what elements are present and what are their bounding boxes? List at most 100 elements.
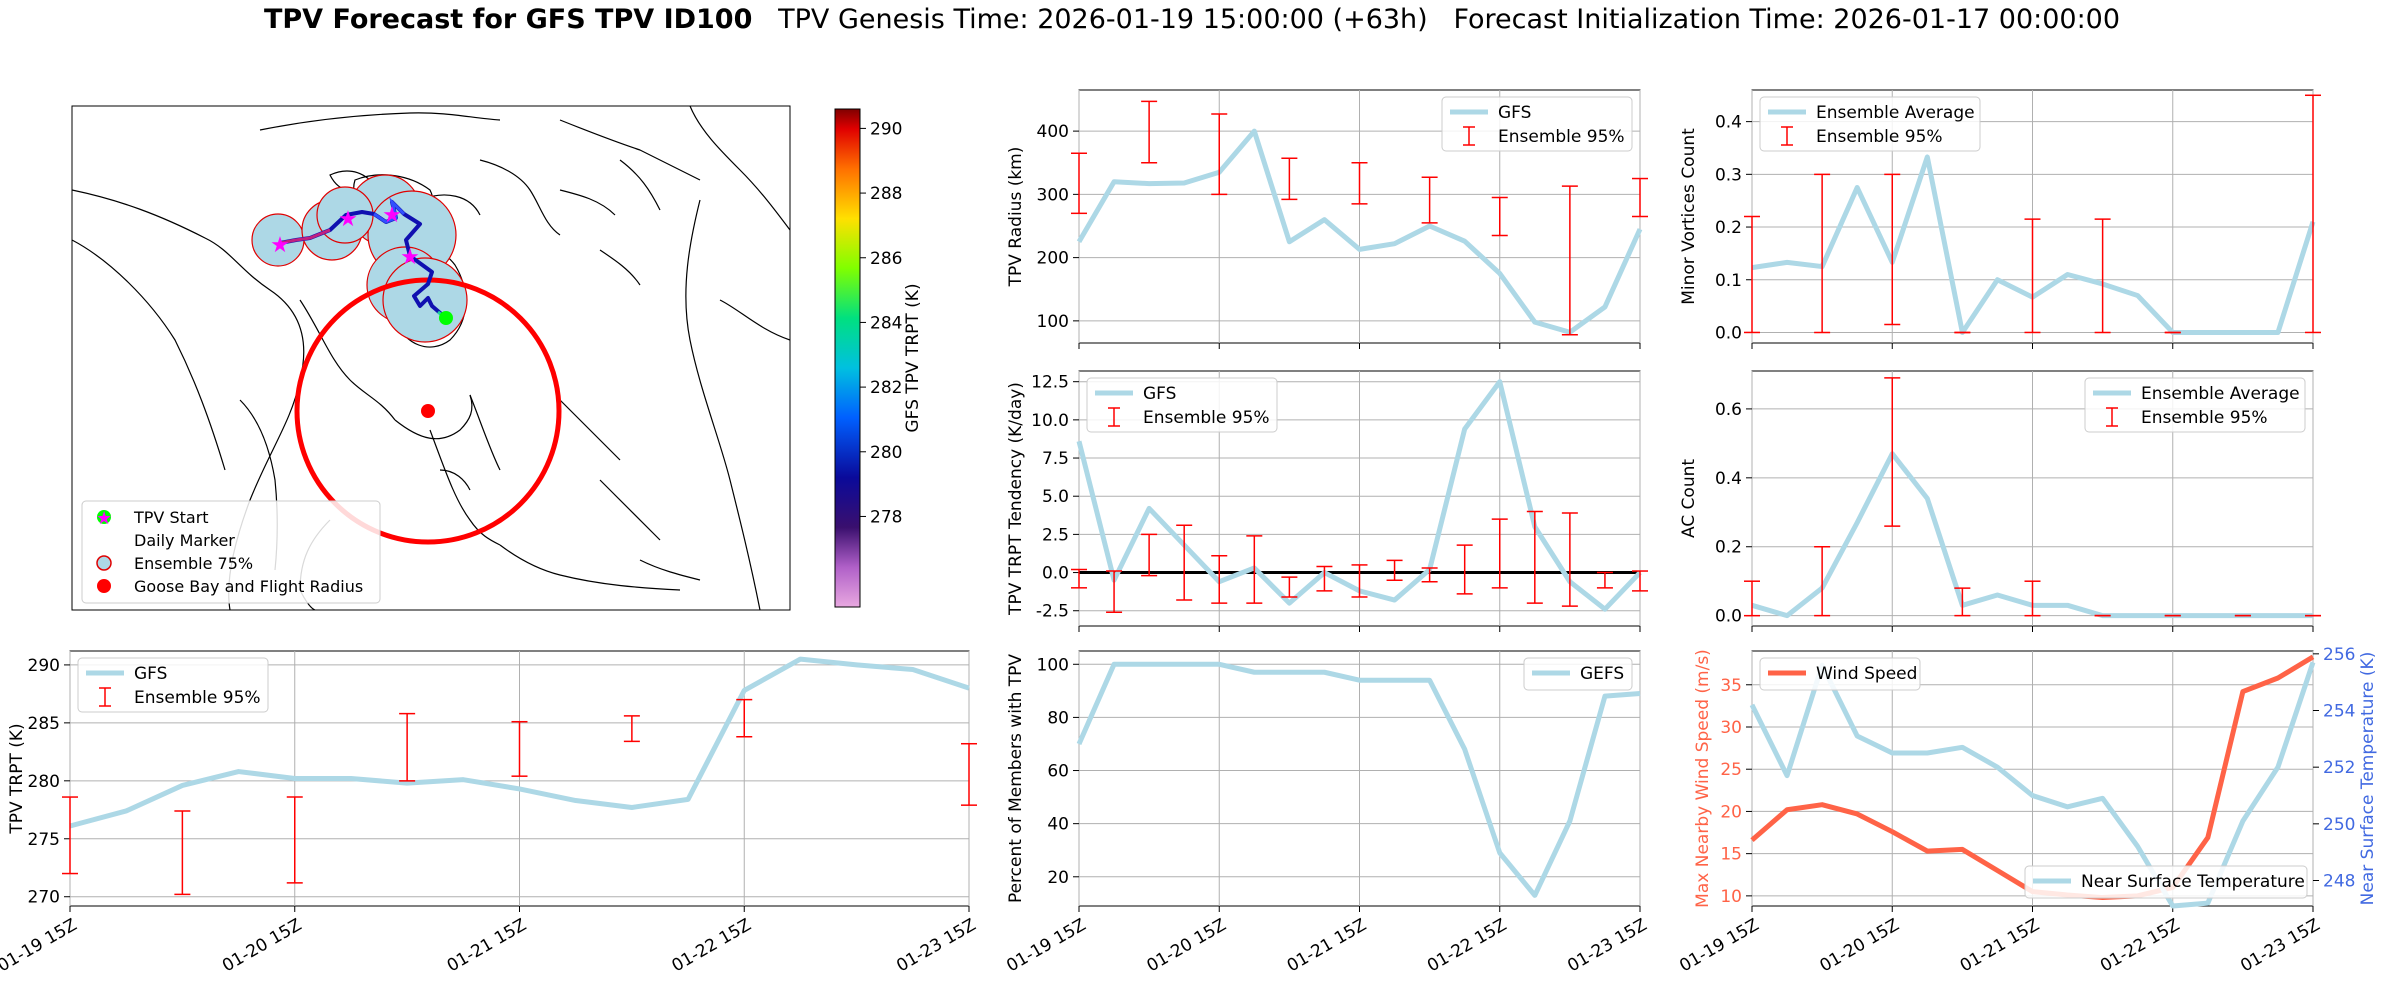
track-end-segment xyxy=(279,228,331,245)
y-tick-label: 0.0 xyxy=(1042,564,1069,584)
title-genesis: TPV Genesis Time: 2026-01-19 15:00:00 (+… xyxy=(778,4,1428,35)
y-tick-label: 0.4 xyxy=(1715,113,1742,133)
legend-ensemble-75: Ensemble 75% xyxy=(134,554,253,573)
y-tick-label: 15 xyxy=(1720,845,1742,865)
chart-trpt: 270 275 280 285 290 TPV TRPT (K) 01-19 15Z 01-2… xyxy=(0,650,980,976)
y-tick-label: 275 xyxy=(28,830,60,850)
y-axis-label: TPV TRPT Tendency (K/day) xyxy=(1006,382,1026,616)
daily-marker: ★ xyxy=(338,207,358,232)
colorbar-label: GFS TPV TRPT (K) xyxy=(903,283,923,432)
series-line xyxy=(1076,128,1643,335)
chart-legend: GFS Ensemble 95% xyxy=(77,657,269,713)
y-tick-label: 10 xyxy=(1720,887,1742,907)
title-bold: TPV Forecast for GFS TPV ID100 xyxy=(263,4,753,35)
colorbar: 278 280 282 284 286 288 290 GFS TPV TRPT (K) xyxy=(834,108,923,608)
y-tick-label: 40 xyxy=(1047,815,1069,835)
x-tick-label: 01-20 15Z xyxy=(1816,915,1902,976)
legend-series-name: GFS xyxy=(1498,103,1531,123)
y-tick-label: 0.6 xyxy=(1715,400,1742,420)
legend-goose-bay: Goose Bay and Flight Radius xyxy=(134,577,363,596)
daily-markers: ★ ★ ★ ★ xyxy=(270,203,420,270)
y-tick-label: 20 xyxy=(1720,802,1742,822)
chart-legend: GFS Ensemble 95% xyxy=(1441,96,1633,152)
legend-series-name: Ensemble Average xyxy=(2141,384,2300,404)
y-tick-label: 270 xyxy=(28,888,60,908)
x-tick-label: 01-21 15Z xyxy=(444,915,530,976)
legend-daily-marker: Daily Marker xyxy=(134,531,235,550)
y-tick-label: 0.2 xyxy=(1715,218,1742,238)
goose-bay-marker xyxy=(421,404,435,418)
y-axis-label: TPV TRPT (K) xyxy=(7,723,27,834)
colorbar-tick-label: 282 xyxy=(870,378,902,398)
y-tick-label: 0.3 xyxy=(1715,165,1742,185)
legend-errorbar-name: Ensemble 95% xyxy=(2141,408,2268,428)
y-tick-label: 25 xyxy=(1720,760,1742,780)
x-tick-label: 01-22 15Z xyxy=(1424,915,1510,976)
legend-series-name: GFS xyxy=(1143,384,1176,404)
x-tick-label: 01-20 15Z xyxy=(1143,915,1229,976)
colorbar-tick-label: 290 xyxy=(870,119,902,139)
legend-box xyxy=(1086,377,1278,433)
y-axis-label: AC Count xyxy=(1679,459,1699,538)
legend-box xyxy=(2084,377,2306,433)
colorbar-tick-label: 284 xyxy=(870,313,902,333)
legend-series-name: Near Surface Temperature xyxy=(2081,872,2305,892)
y-tick-label: 290 xyxy=(28,656,60,676)
x-tick-label: 01-19 15Z xyxy=(1003,915,1089,976)
series-line xyxy=(1076,661,1641,898)
y-tick-label-right: 248 xyxy=(2323,872,2355,892)
y-tick-label-right: 254 xyxy=(2323,702,2355,722)
legend-box xyxy=(1523,657,1633,691)
legend-series-name: Wind Speed xyxy=(1816,664,1917,684)
x-tick-label: 01-19 15Z xyxy=(0,915,81,976)
y-tick-label: 7.5 xyxy=(1042,449,1069,469)
y-tick-label: 280 xyxy=(28,772,60,792)
y-tick-label-right: 256 xyxy=(2323,645,2355,665)
y-tick-label: 200 xyxy=(1037,249,1069,269)
chart-percent: 20 40 60 80 100 Percent of Members with TPV 01… xyxy=(1003,650,1651,976)
map-panel: ★ ★ ★ ★ ★ TPV Start Daily Marker Ensembl… xyxy=(71,105,923,611)
x-tick-label: 01-23 15Z xyxy=(893,915,979,976)
y-tick-label: -2.5 xyxy=(1036,602,1069,622)
y-tick-label: 12.5 xyxy=(1031,373,1069,393)
chart-radius: 100 200 300 400 TPV Radius (km) GFS Ensemble 9… xyxy=(1006,89,1648,349)
y-tick-label: 35 xyxy=(1720,676,1742,696)
legend-errorbar-name: Ensemble 95% xyxy=(1816,127,1943,147)
chart-legend: GFS Ensemble 95% xyxy=(1086,377,1278,433)
colorbar-tick-label: 288 xyxy=(870,184,902,204)
colorbar-tick-label: 280 xyxy=(870,443,902,463)
legend-star-icon: ★ xyxy=(96,508,112,529)
chart-legend-wind: Wind Speed xyxy=(1759,657,1921,691)
y-tick-label: 100 xyxy=(1037,655,1069,675)
chart-legend: Ensemble Average Ensemble 95% xyxy=(2084,377,2306,433)
chart-minor: 0.0 0.1 0.2 0.3 0.4 Minor Vortices Count Ensem… xyxy=(1679,89,2321,349)
title-init: Forecast Initialization Time: 2026-01-17… xyxy=(1453,4,2121,35)
daily-marker: ★ xyxy=(270,233,290,258)
y-tick-label-right: 250 xyxy=(2323,815,2355,835)
x-tick-label: 01-23 15Z xyxy=(1564,915,1650,976)
x-tick-label: 01-22 15Z xyxy=(2097,915,2183,976)
x-tick-label: 01-23 15Z xyxy=(2237,915,2323,976)
legend-errorbar-name: Ensemble 95% xyxy=(1498,127,1625,147)
y-tick-label: 285 xyxy=(28,714,60,734)
legend-series-name: GFS xyxy=(134,664,167,684)
chart-legend: Ensemble Average Ensemble 95% xyxy=(1759,96,1981,152)
x-tick-label: 01-22 15Z xyxy=(668,915,754,976)
colorbar-ticks: 278 280 282 284 286 288 290 xyxy=(860,119,902,527)
colorbar-tick-label: 278 xyxy=(870,507,902,527)
x-tick-label: 01-20 15Z xyxy=(219,915,305,976)
chart-legend: GEFS xyxy=(1523,657,1633,691)
y-tick-label: 30 xyxy=(1720,718,1742,738)
y-tick-label: 5.0 xyxy=(1042,487,1069,507)
y-tick-label: 0.0 xyxy=(1715,607,1742,627)
y-axis-label: TPV Radius (km) xyxy=(1006,147,1026,288)
colorbar-tick-label: 286 xyxy=(870,249,902,269)
y-tick-label: 2.5 xyxy=(1042,525,1069,545)
tpv-start-marker xyxy=(439,311,453,325)
legend-box xyxy=(1759,657,1921,691)
legend-box xyxy=(1759,96,1981,152)
legend-box xyxy=(2024,865,2308,899)
y-tick-label: 0.1 xyxy=(1715,271,1742,291)
y-tick-label: 60 xyxy=(1047,762,1069,782)
